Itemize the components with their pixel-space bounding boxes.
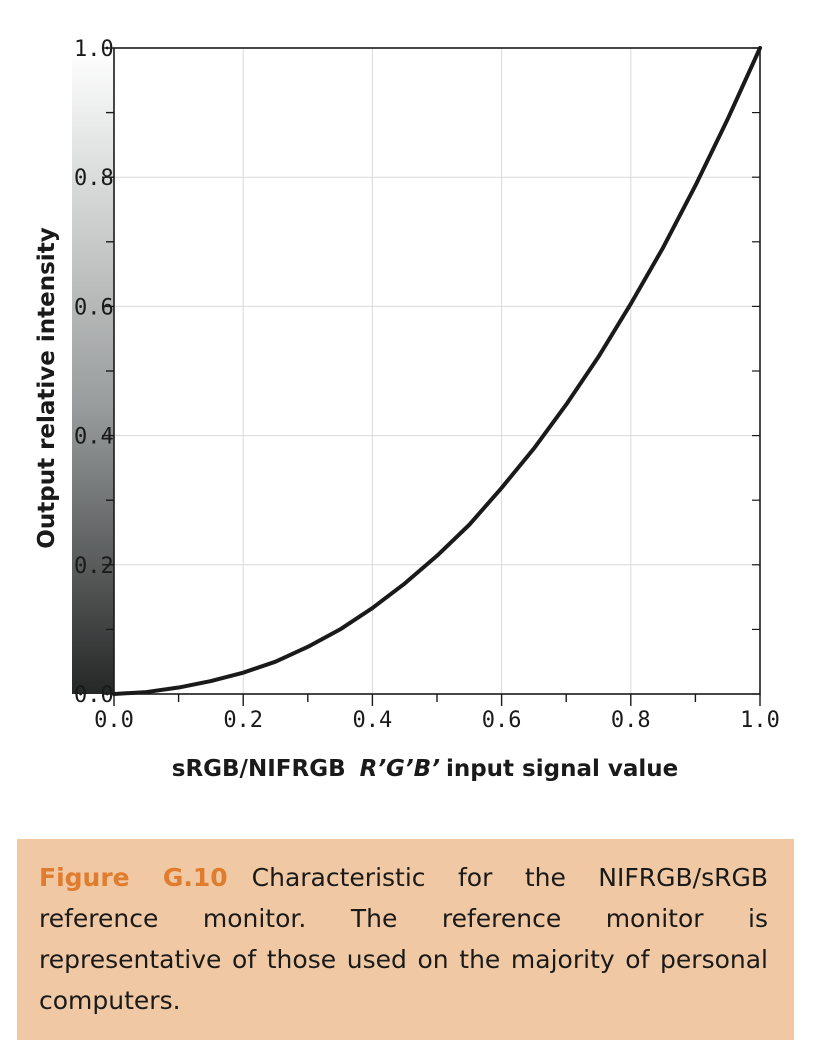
x-axis-title: sRGB/NIFRGB R’G’B’ input signal value	[172, 756, 679, 782]
caption-text: Characteristic for the NIFRGB/sRGB refer…	[39, 863, 769, 1015]
x-tick-label: 0.6	[482, 708, 522, 733]
chart: 0.0 0.2 0.4 0.6 0.8 1.0 0.0 0.2 0.4 0.6 0.8 1.0 sR…	[34, 37, 780, 782]
figure-caption: Figure G.10 Characteristic for the NIFRGB…	[17, 839, 794, 1040]
x-tick-label: 0.0	[94, 708, 134, 733]
x-tick-labels: 0.0 0.2 0.4 0.6 0.8 1.0	[94, 708, 780, 733]
y-tick-label: 1.0	[74, 37, 114, 62]
y-tick-labels: 0.0 0.2 0.4 0.6 0.8 1.0	[74, 37, 114, 708]
axis-ticks	[102, 47, 761, 706]
x-tick-label: 0.2	[223, 708, 263, 733]
plot-frame	[113, 47, 761, 695]
grid	[114, 48, 760, 694]
x-tick-label: 1.0	[740, 708, 780, 733]
caption-label: Figure G.10	[39, 863, 228, 892]
y-tick-label: 0.8	[74, 166, 114, 191]
y-axis-title: Output relative intensity	[34, 227, 60, 548]
y-tick-label: 0.6	[74, 295, 114, 320]
x-tick-label: 0.4	[353, 708, 393, 733]
y-tick-label: 0.2	[74, 554, 114, 579]
y-tick-label: 0.4	[74, 425, 114, 450]
x-tick-label: 0.8	[611, 708, 651, 733]
y-tick-label: 0.0	[74, 683, 114, 708]
series-line	[112, 46, 762, 696]
